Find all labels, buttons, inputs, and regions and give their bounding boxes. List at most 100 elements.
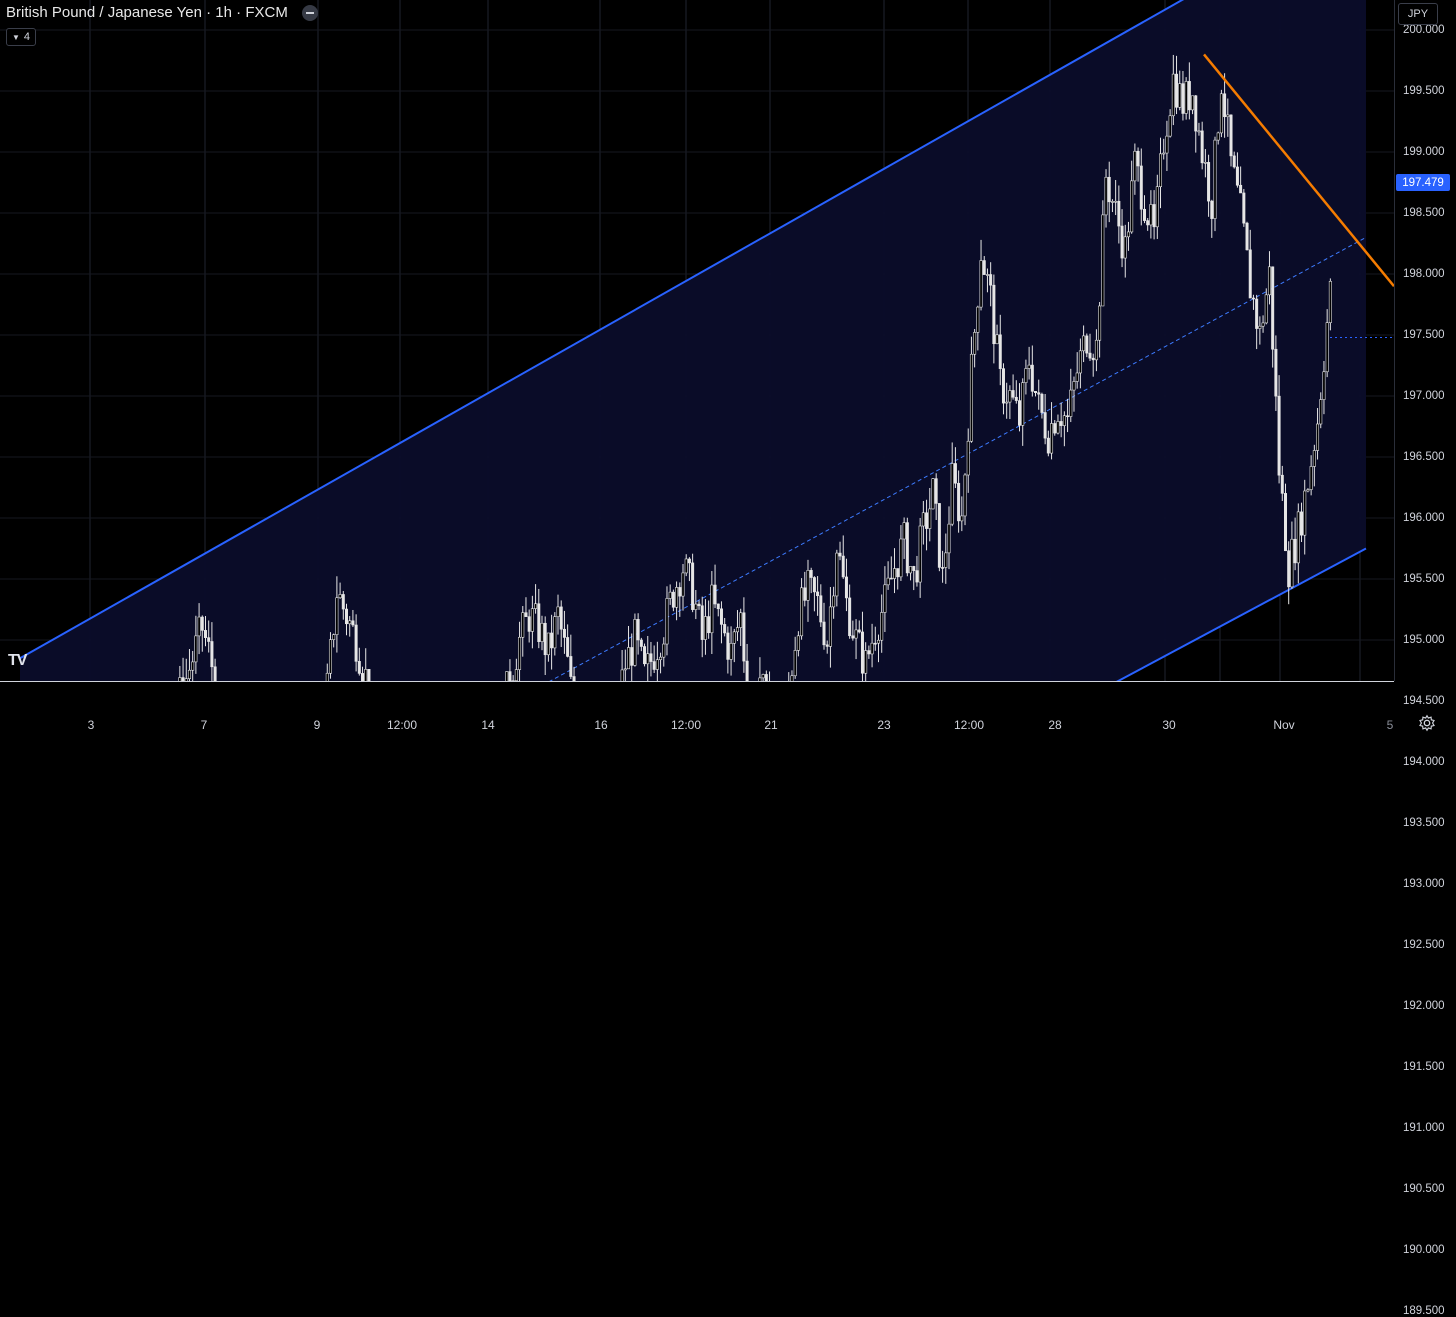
candle-body (864, 651, 866, 674)
candle-body (544, 623, 546, 655)
settings-gear-icon[interactable] (1418, 714, 1436, 732)
candle-body (534, 604, 536, 609)
candle-body (807, 570, 809, 600)
candle-body (541, 623, 543, 641)
candle-body (349, 621, 351, 624)
candle-body (528, 617, 530, 632)
candle-body (1326, 323, 1328, 372)
symbol-title[interactable]: British Pound / Japanese Yen · 1h · FXCM (6, 4, 288, 21)
candle-body (1288, 551, 1290, 587)
candle-body (624, 669, 626, 670)
candle-body (685, 559, 687, 573)
candle-body (637, 619, 639, 640)
candle-body (570, 656, 572, 676)
candle-body (518, 637, 520, 669)
candle-body (355, 625, 357, 661)
candle-body (336, 598, 338, 635)
candle-body (201, 617, 203, 630)
candle-body (1130, 181, 1132, 232)
candle-body (358, 661, 360, 673)
candle-body (1252, 298, 1254, 299)
candle-body (1310, 466, 1312, 489)
candle-body (1054, 423, 1056, 433)
candle-body (691, 563, 693, 610)
candle-body (739, 613, 741, 628)
tradingview-logo[interactable]: TV (8, 652, 26, 670)
candle-body (704, 617, 706, 640)
currency-button[interactable]: JPY (1398, 3, 1438, 25)
candle-body (746, 661, 748, 681)
candle-body (935, 479, 937, 504)
candle-body (858, 630, 860, 632)
candle-body (765, 674, 767, 681)
candle-body (1124, 237, 1126, 258)
candle-body (720, 609, 722, 625)
hide-legend-icon[interactable] (302, 5, 318, 21)
candle-body (804, 588, 806, 601)
last-price-badge: 197.479 (1396, 174, 1450, 191)
candle-body (1211, 201, 1213, 218)
candle-body (557, 607, 559, 617)
time-tick-label: 12:00 (954, 718, 984, 732)
candle-body (954, 463, 956, 483)
candle-body (900, 539, 902, 577)
candle-body (326, 673, 328, 681)
candle-body (675, 587, 677, 607)
indicator-count: 4 (24, 31, 30, 43)
candle-body (1195, 96, 1197, 131)
candle-body (1249, 250, 1251, 298)
candle-body (1146, 221, 1148, 225)
candle-body (909, 566, 911, 573)
candle-body (922, 513, 924, 526)
candle-body (941, 567, 943, 568)
candle-body (666, 598, 668, 644)
candle-body (1028, 365, 1030, 368)
symbol-legend[interactable]: British Pound / Japanese Yen · 1h · FXCM (6, 4, 318, 21)
candle-body (1137, 151, 1139, 166)
candle-body (1047, 438, 1049, 453)
candle-body (1044, 413, 1046, 439)
candle-body (701, 606, 703, 640)
candle-body (1188, 81, 1190, 109)
candle-body (813, 578, 815, 592)
candle-body (999, 335, 1001, 369)
candle-body (1259, 326, 1261, 328)
time-tick-label: Nov (1273, 718, 1294, 732)
candle-body (1095, 340, 1097, 360)
chart-canvas[interactable] (0, 0, 1394, 681)
candle-body (794, 650, 796, 675)
candle-body (1025, 368, 1027, 382)
candle-body (1271, 267, 1273, 349)
candle-body (1050, 423, 1052, 453)
candle-body (714, 585, 716, 604)
candle-body (1108, 177, 1110, 202)
candle-body (509, 672, 511, 681)
candle-body (656, 660, 658, 670)
candle-body (1201, 131, 1203, 163)
price-tick-label: 200.000 (1403, 24, 1445, 36)
candle-body (211, 641, 213, 666)
price-tick-label: 196.500 (1403, 451, 1445, 463)
candle-body (563, 629, 565, 637)
candle-body (1239, 185, 1241, 193)
price-tick-label: 189.500 (1403, 1305, 1445, 1317)
candle-body (1220, 94, 1222, 133)
candle-body (1111, 201, 1113, 202)
candle-body (506, 672, 508, 681)
candle-body (634, 619, 636, 665)
candle-body (1179, 84, 1181, 108)
chart-pane[interactable]: British Pound / Japanese Yen · 1h · FXCM… (0, 0, 1394, 681)
candle-body (1012, 390, 1014, 397)
candle-body (1262, 323, 1264, 326)
candle-body (1066, 416, 1068, 417)
candle-body (1159, 154, 1161, 187)
candle-body (1127, 232, 1129, 237)
candle-body (852, 636, 854, 638)
candle-body (204, 630, 206, 637)
candle-body (688, 559, 690, 563)
candle-body (198, 617, 200, 636)
candle-body (1118, 201, 1120, 226)
indicators-toggle-button[interactable]: ▼ 4 (6, 28, 36, 46)
